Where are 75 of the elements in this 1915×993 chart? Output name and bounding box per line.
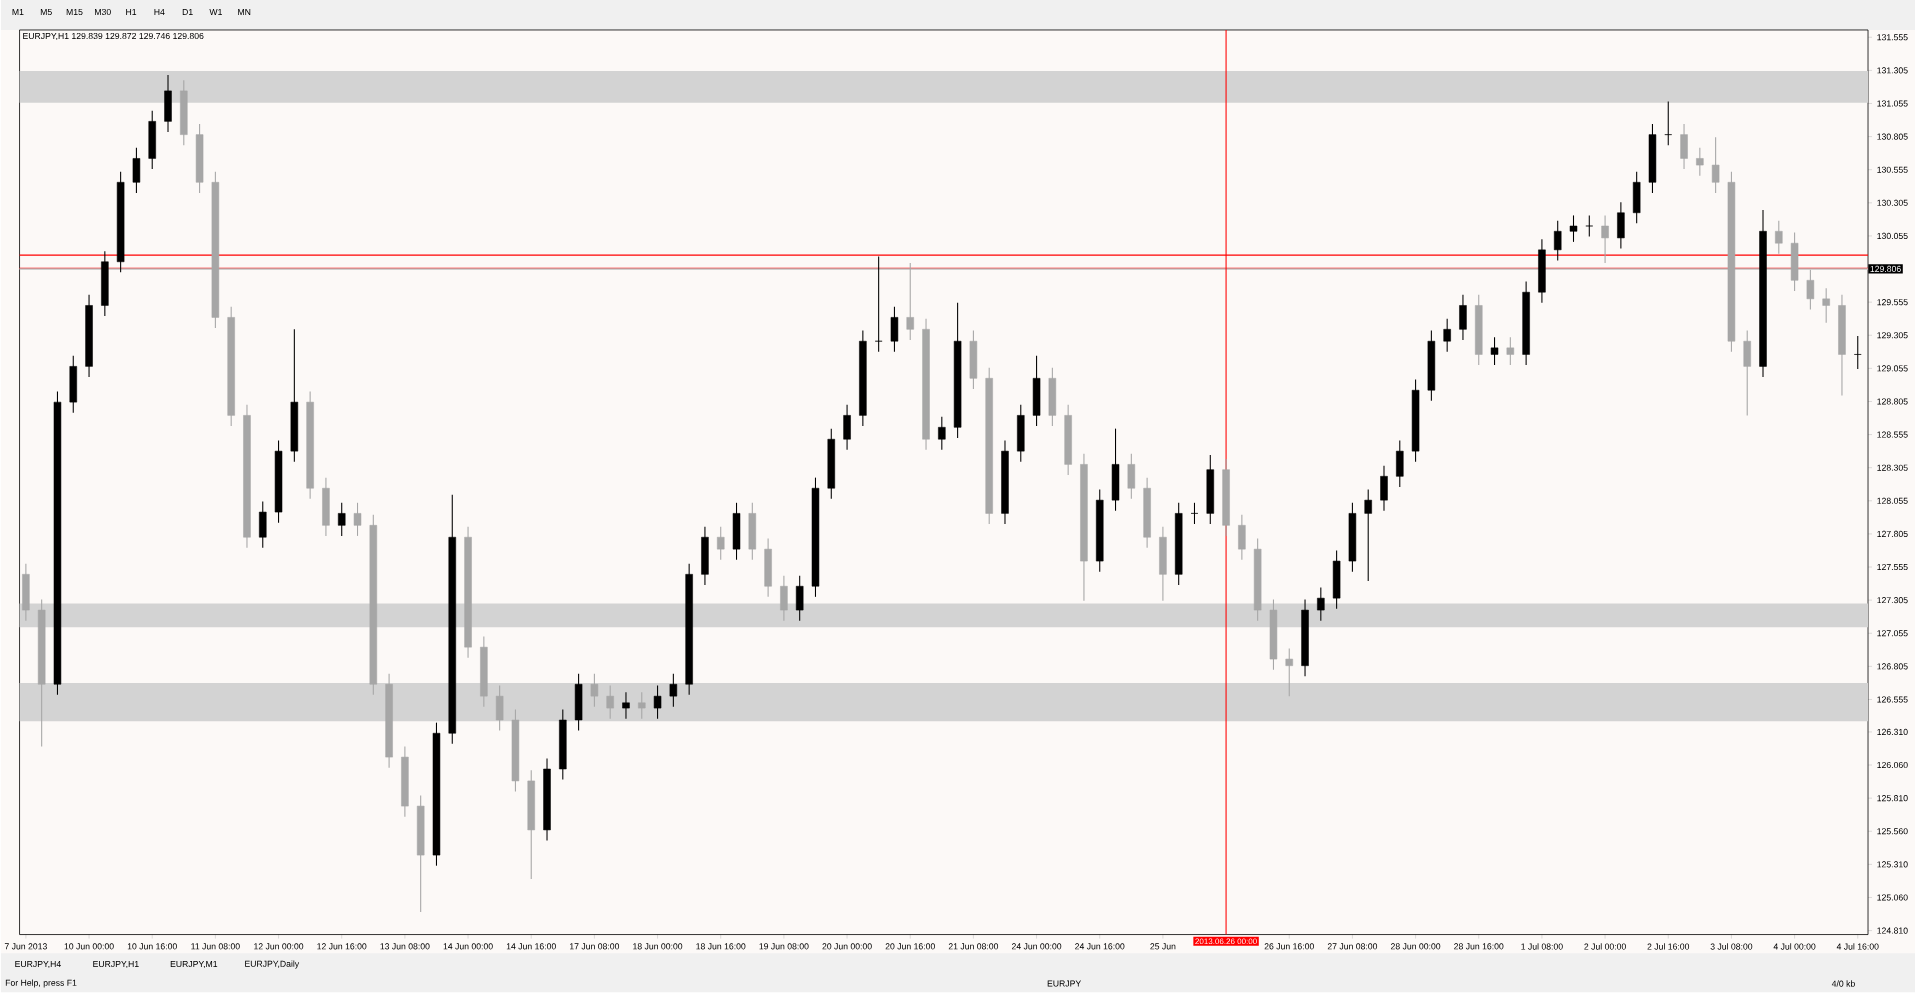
- x-tick-label: 17 Jun 08:00: [570, 943, 620, 950]
- text: W1: [209, 9, 222, 16]
- x-tick-label: 26 Jun 16:00: [1264, 943, 1314, 950]
- y-tick-label: 131.055: [1877, 100, 1908, 107]
- x-tick-label: 12 Jun 00:00: [254, 943, 304, 950]
- x-tick-label: 20 Jun 00:00: [822, 943, 872, 950]
- y-tick-label: 126.060: [1877, 762, 1908, 769]
- x-tick-label: 18 Jun 00:00: [633, 943, 683, 950]
- x-tick-label: 20 Jun 16:00: [885, 943, 935, 950]
- y-tick-label: 128.305: [1877, 464, 1908, 471]
- text: D1: [182, 9, 193, 16]
- text: EURJPY: [1047, 980, 1081, 987]
- x-tick-label: 11 Jun 08:00: [191, 943, 240, 950]
- text: H4: [154, 9, 165, 16]
- y-tick-label: 124.810: [1877, 927, 1908, 934]
- y-tick-label: 131.555: [1877, 34, 1908, 41]
- x-tick-label: 18 Jun 16:00: [696, 943, 746, 950]
- y-tick-label: 126.310: [1877, 729, 1908, 736]
- y-tick-label: 128.055: [1877, 497, 1908, 505]
- x-tick-label: 3 Jul 08:00: [1710, 943, 1753, 950]
- text: H1: [126, 9, 137, 16]
- text: M15: [66, 9, 83, 16]
- x-tick-label: 24 Jun 00:00: [1011, 943, 1062, 950]
- x-tick-label: 4 Jul 00:00: [1773, 943, 1816, 950]
- x-tick-label: 10 Jun 00:00: [64, 943, 114, 950]
- x-tick-label: 25 Jun: [1150, 943, 1176, 950]
- x-tick-label: 4 Jul 16:00: [1836, 943, 1879, 950]
- x-tick-label: 28 Jun 16:00: [1454, 943, 1504, 950]
- x-tick-label: 14 Jun 16:00: [506, 943, 556, 950]
- y-tick-label: 125.310: [1877, 861, 1908, 868]
- x-tick-label: 24 Jun 16:00: [1075, 943, 1125, 950]
- y-tick-label: 129.555: [1877, 299, 1908, 306]
- text: MN: [238, 9, 251, 16]
- y-tick-label: 125.060: [1877, 894, 1908, 901]
- text: EURJPY,Daily: [245, 960, 300, 969]
- chart-title: EURJPY,H1 129.839 129.872 129.746 129.806: [23, 33, 204, 41]
- x-tick-label: 2 Jul 16:00: [1647, 943, 1690, 950]
- y-tick-label: 130.055: [1877, 233, 1908, 240]
- x-tick-label: 2013.06.26 00:00: [1195, 938, 1257, 945]
- y-tick-label: 129.055: [1877, 365, 1908, 372]
- text: EURJPY,H4: [15, 961, 61, 969]
- y-tick-label: 128.805: [1877, 398, 1908, 405]
- y-tick-label: 126.555: [1877, 696, 1908, 703]
- y-tick-label: 127.305: [1877, 597, 1908, 604]
- x-tick-label: 27 Jun 08:00: [1327, 943, 1378, 950]
- x-tick-label: 7 Jun 2013: [4, 943, 47, 950]
- text: For Help, press F1: [5, 979, 77, 988]
- x-tick-label: 13 Jun 08:00: [380, 943, 430, 950]
- x-tick-label: 19 Jun 08:00: [759, 943, 809, 950]
- y-tick-label: 125.810: [1877, 795, 1908, 802]
- y-tick-label: 127.555: [1877, 564, 1908, 571]
- y-tick-label: 129.305: [1877, 332, 1908, 339]
- x-tick-label: 2 Jul 00:00: [1584, 943, 1626, 950]
- y-tick-label: 131.305: [1877, 67, 1908, 74]
- x-tick-label: 1 Jul 08:00: [1521, 943, 1563, 950]
- x-tick-label: 21 Jun 08:00: [948, 943, 999, 950]
- y-tick-label: 128.555: [1877, 431, 1908, 438]
- text: EURJPY,H1: [93, 961, 139, 969]
- x-tick-label: 28 Jun 00:00: [1390, 943, 1441, 950]
- ref-line-label: 129.806: [1870, 266, 1901, 273]
- text: EURJPY,M1: [170, 961, 218, 969]
- text: M1: [12, 9, 24, 16]
- y-tick-label: 130.555: [1877, 166, 1908, 174]
- x-tick-label: 14 Jun 00:00: [443, 943, 493, 950]
- text: M30: [95, 9, 111, 16]
- y-tick-label: 127.805: [1877, 531, 1908, 538]
- y-tick-label: 130.305: [1877, 199, 1908, 207]
- y-tick-label: 126.805: [1877, 663, 1908, 670]
- y-tick-label: 125.560: [1877, 828, 1908, 835]
- text: 4/0 kb: [1831, 980, 1855, 987]
- x-tick-label: 12 Jun 16:00: [317, 943, 367, 950]
- y-tick-label: 130.805: [1877, 133, 1908, 140]
- y-tick-label: 127.055: [1877, 630, 1908, 637]
- text: M5: [40, 9, 52, 16]
- x-tick-label: 10 Jun 16:00: [127, 943, 177, 950]
